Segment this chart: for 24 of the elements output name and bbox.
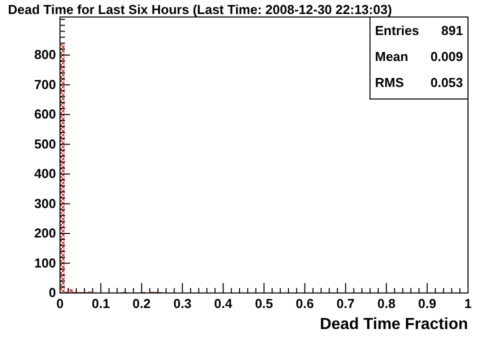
text: Mean 0.009: [375, 49, 463, 64]
x-tick-label: 0.3: [173, 296, 192, 311]
y-tick-label: 500: [34, 136, 56, 152]
x-tick-label: 0.2: [132, 296, 151, 311]
y-tick-label: 200: [34, 226, 56, 241]
x-tick-label: 0.4: [214, 296, 234, 311]
y-tick-label: 800: [34, 47, 56, 62]
text: RMS 0.053: [375, 75, 463, 90]
y-tick-label: 600: [34, 106, 56, 122]
y-tick-label: 400: [34, 166, 56, 182]
y-tick-label: 700: [34, 76, 56, 92]
y-tick-label: 0: [48, 285, 56, 300]
chart-title: Dead Time for Last Six Hours (Last Time: 2008-12-30 22:13:03): [8, 2, 392, 17]
x-tick-label: 0.8: [377, 296, 396, 311]
y-tick-label: 100: [34, 255, 56, 270]
x-tick-label: 0.7: [336, 296, 355, 311]
x-tick-label: 0.1: [92, 296, 110, 311]
y-tick-label: 300: [34, 196, 56, 211]
text: Entries 891: [375, 23, 463, 38]
x-axis-title: Dead Time Fraction: [320, 316, 468, 333]
x-tick-label: 0.5: [254, 296, 274, 311]
x-tick-label: 0.6: [296, 296, 314, 311]
x-tick-label: 0.9: [418, 296, 436, 311]
x-tick-label: 1: [464, 296, 472, 311]
